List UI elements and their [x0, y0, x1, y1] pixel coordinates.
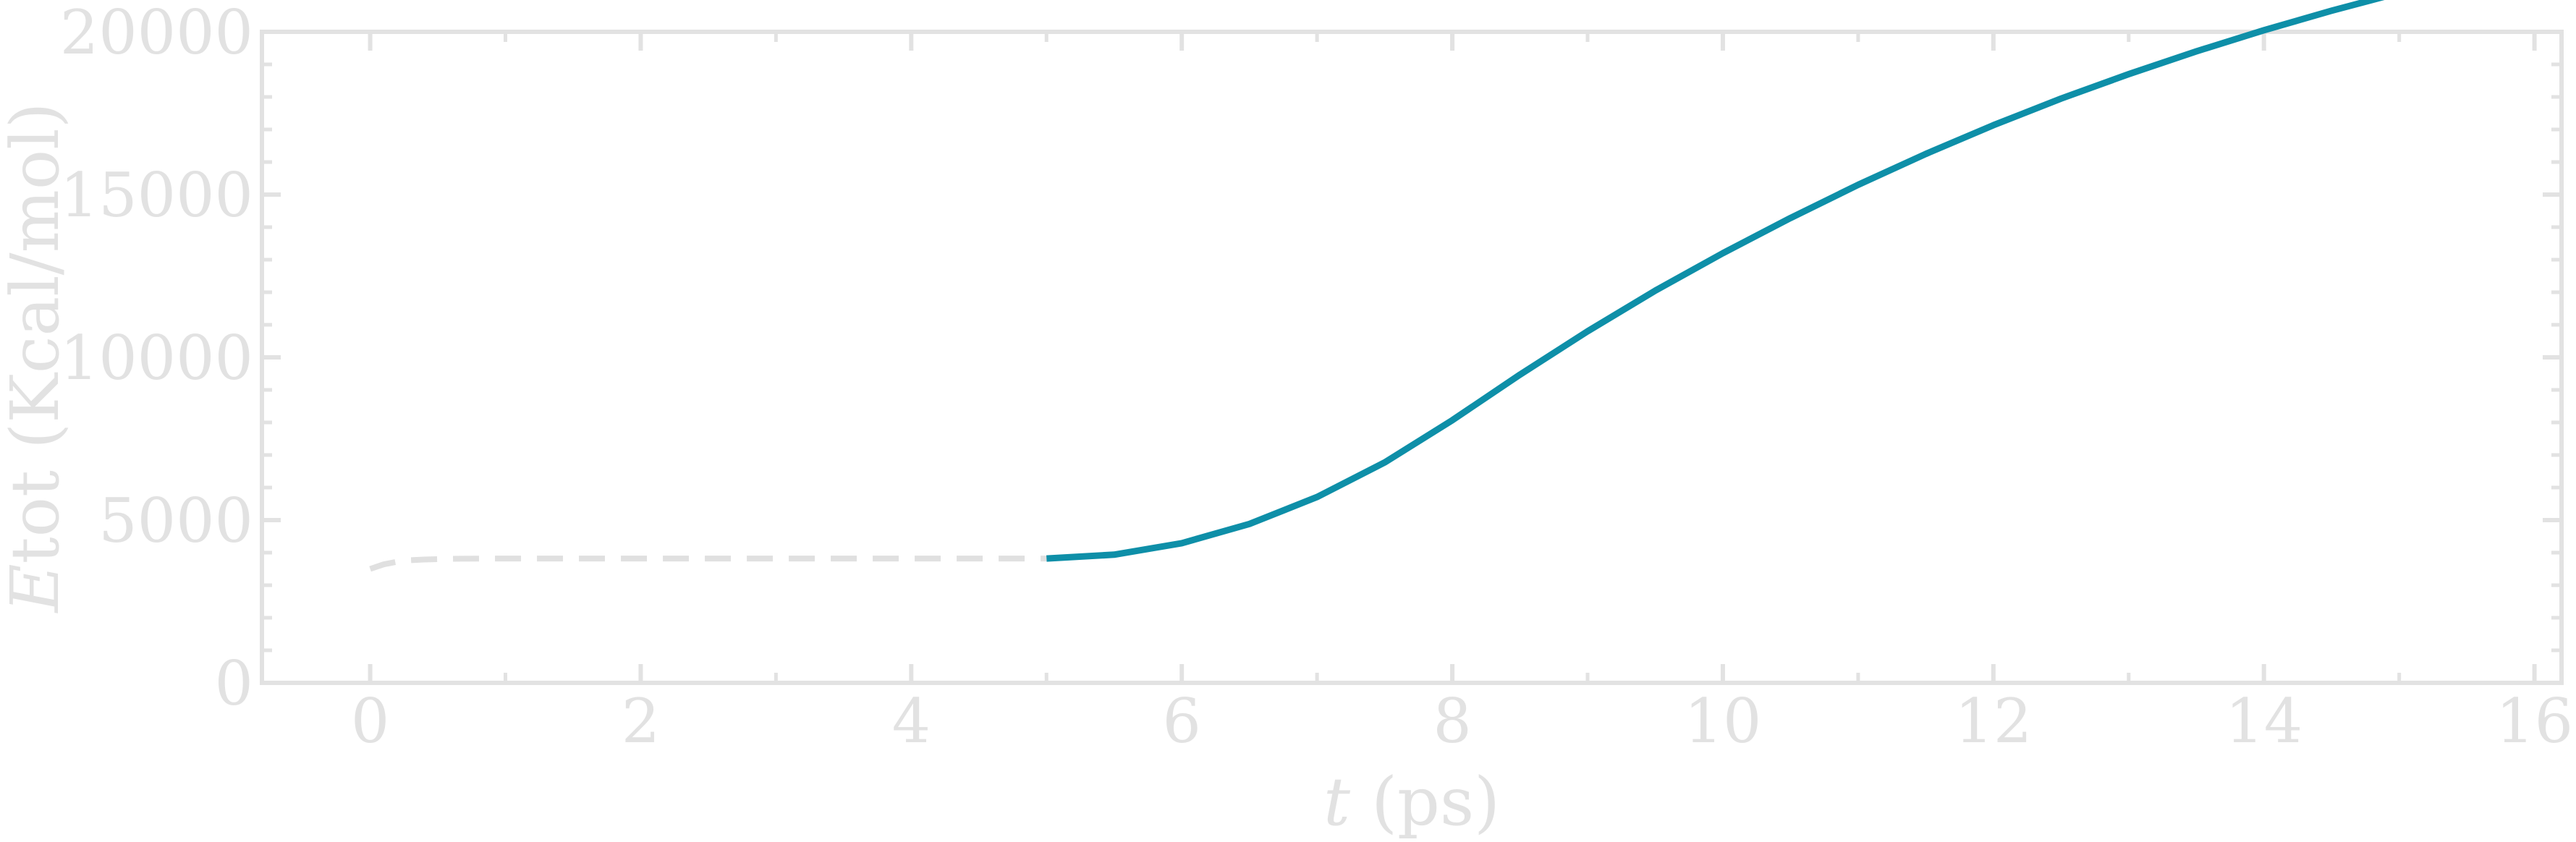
tick-labels: 0 2 4 6 8 10 12 14 16 0 5000 10000 15000 20000	[60, 0, 2573, 757]
x-tick-label: 4	[892, 686, 931, 757]
y-tick-label: 0	[215, 648, 253, 719]
plot-border	[260, 30, 2564, 685]
y-tick-label: 15000	[60, 160, 253, 231]
x-axis-label: t (ps)	[1323, 763, 1500, 841]
y-tick-label: 10000	[60, 323, 253, 394]
x-axis-label-rest: (ps)	[1350, 763, 1500, 841]
axis-ticks	[262, 30, 2562, 685]
x-axis-label-var: t	[1323, 763, 1351, 841]
series-line-1	[369, 556, 1047, 572]
x-tick-label: 2	[622, 686, 660, 757]
x-tick-label: 16	[2496, 686, 2573, 757]
x-tick-label: 0	[351, 686, 389, 757]
series-lines	[369, 0, 2385, 572]
x-tick-label: 10	[1685, 686, 1762, 757]
x-tick-label: 14	[2225, 686, 2302, 757]
x-tick-label: 8	[1433, 686, 1471, 757]
y-axis-label-rest: tot (Kcal/mol)	[0, 102, 74, 564]
y-tick-label: 20000	[60, 0, 253, 68]
series-line-2	[1046, 0, 2385, 562]
y-axis-label: Etot (Kcal/mol)	[0, 102, 74, 613]
x-tick-label: 12	[1954, 686, 2032, 757]
y-axis-label-var: E	[0, 564, 74, 613]
plot-frame	[260, 30, 2564, 685]
y-tick-label: 5000	[98, 485, 253, 556]
x-tick-label: 6	[1162, 686, 1200, 757]
